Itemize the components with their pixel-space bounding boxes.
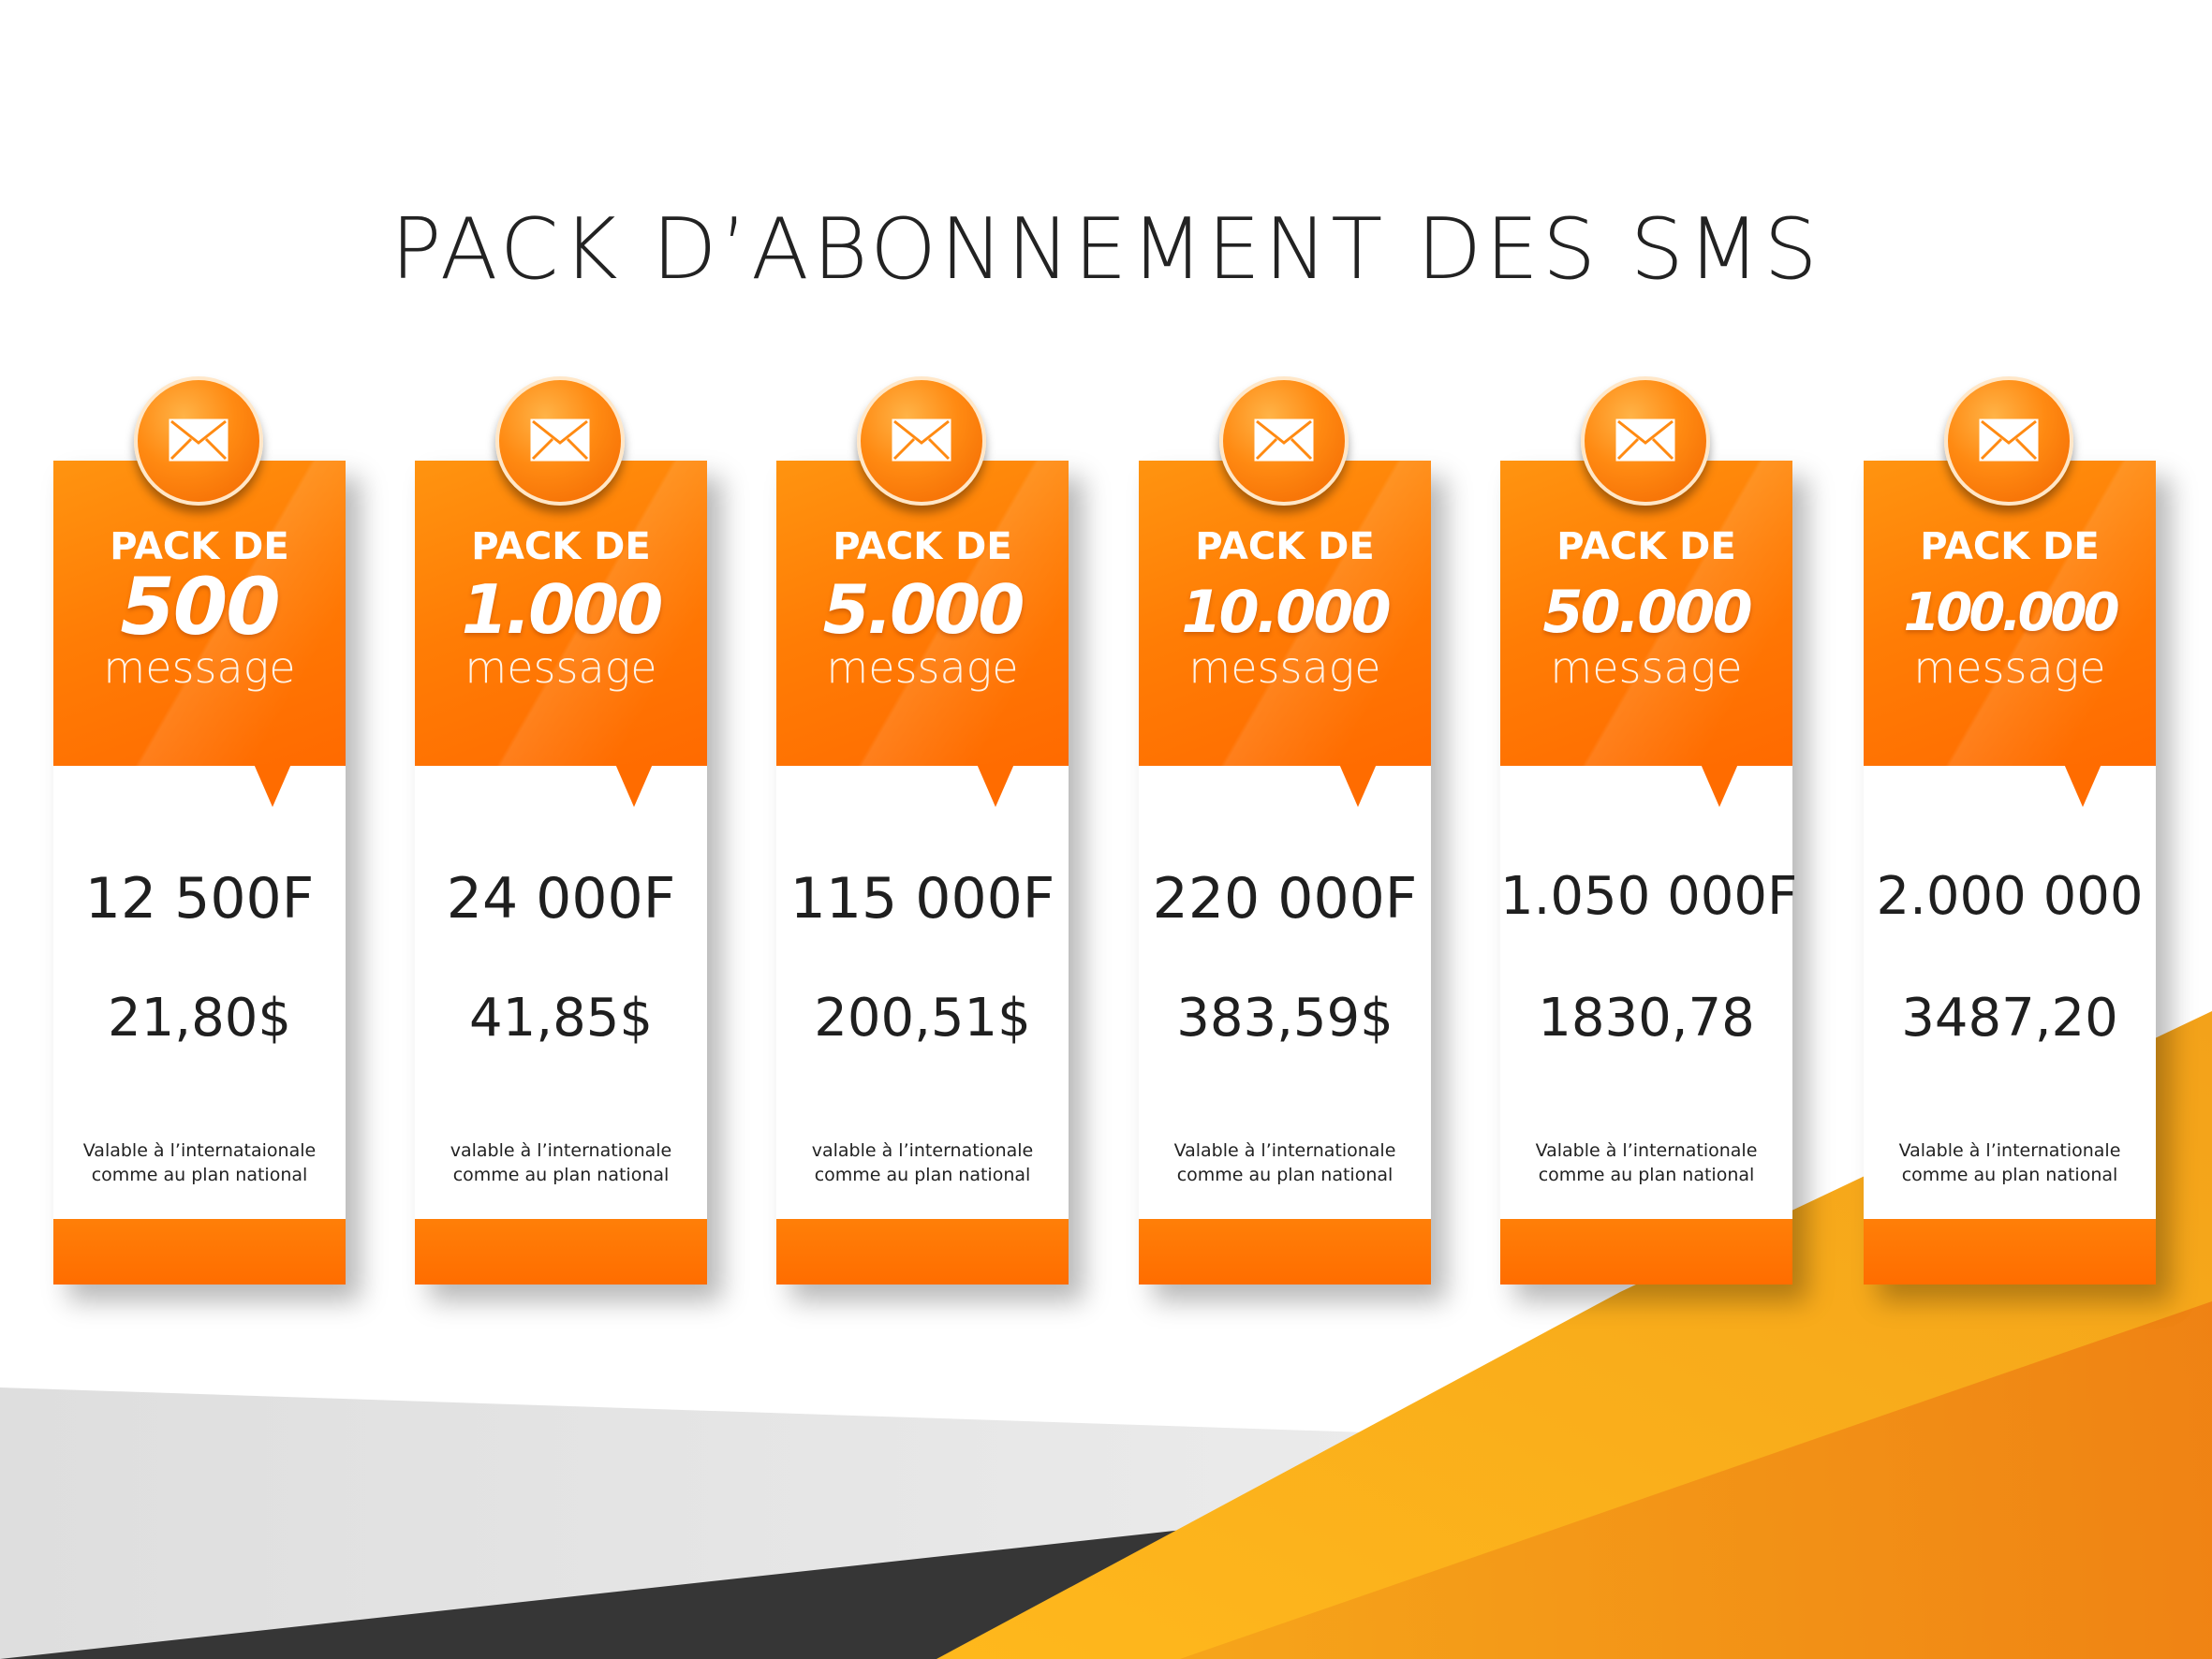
pack-card-footer (1139, 1219, 1431, 1285)
pack-label: PACK DE (110, 525, 289, 568)
header-pointer (254, 764, 291, 807)
pack-quantity: 500 (120, 561, 280, 653)
pack-card-header: PACK DE 5.000 message (776, 376, 1069, 766)
pack-quantity: 5.000 (822, 570, 1025, 649)
pack-label: PACK DE (471, 525, 651, 568)
pack-card-footer (776, 1219, 1069, 1285)
header-pointer (615, 764, 653, 807)
header-pointer (2064, 764, 2101, 807)
pack-card-header: PACK DE 50.000 message (1500, 376, 1792, 766)
pack-label: PACK DE (1920, 525, 2100, 568)
pack-card-header: PACK DE 100.000 message (1864, 376, 2156, 766)
validity-note-line2: comme au plan national (1901, 1165, 2118, 1185)
pack-card-5000[interactable]: PACK DE 5.000 message 115 000F 200,51$ v… (776, 376, 1069, 1285)
envelope-icon (1254, 418, 1314, 462)
envelope-badge (1581, 376, 1710, 506)
price-usd: 200,51$ (814, 988, 1031, 1049)
validity-note: Valable à l’internationale comme au plan … (1148, 1138, 1422, 1187)
validity-note-line2: comme au plan national (91, 1165, 308, 1185)
validity-note-line2: comme au plan national (814, 1165, 1031, 1185)
envelope-badge (1944, 376, 2073, 506)
header-pointer (1701, 764, 1738, 807)
validity-note-line1: Valable à l’internationale (1898, 1140, 2121, 1161)
price-usd: 383,59$ (1176, 988, 1394, 1049)
orange-band (1180, 1301, 2212, 1659)
price-fcfa: 115 000F (789, 866, 1055, 932)
price-usd: 3487,20 (1901, 988, 2118, 1049)
page-title: PACK D’ABONNEMENT DES SMS (391, 200, 1821, 299)
pack-card-500[interactable]: PACK DE 500 message 12 500F 21,80$ Valab… (53, 376, 346, 1285)
pack-label: PACK DE (1195, 525, 1375, 568)
header-pointer (977, 764, 1014, 807)
pack-unit: message (1913, 642, 2106, 693)
price-fcfa: 2.000 000 (1876, 866, 2144, 927)
envelope-badge (495, 376, 625, 506)
envelope-icon (1615, 418, 1675, 462)
pack-unit: message (103, 642, 296, 693)
envelope-badge (1219, 376, 1349, 506)
pack-quantity: 100.000 (1903, 582, 2119, 643)
validity-note: valable à l’internationale comme au plan … (424, 1138, 698, 1187)
price-fcfa: 220 000F (1152, 866, 1418, 932)
validity-note-line2: comme au plan national (1176, 1165, 1394, 1185)
pack-card-header: PACK DE 10.000 message (1139, 376, 1431, 766)
pack-label: PACK DE (1556, 525, 1736, 568)
validity-note-line1: Valable à l’internationale (1535, 1140, 1758, 1161)
pack-card-1000[interactable]: PACK DE 1.000 message 24 000F 41,85$ val… (415, 376, 707, 1285)
price-fcfa: 24 000F (446, 866, 676, 932)
validity-note: Valable à l’internataionale comme au plan… (63, 1138, 336, 1187)
pack-quantity: 10.000 (1181, 578, 1391, 646)
pack-card-footer (1500, 1219, 1792, 1285)
pack-card-50000[interactable]: PACK DE 50.000 message 1.050 000F 1830,7… (1500, 376, 1798, 1285)
envelope-icon (892, 418, 951, 462)
price-usd: 41,85$ (469, 988, 653, 1049)
price-usd: 21,80$ (108, 988, 291, 1049)
envelope-badge (134, 376, 263, 506)
price-fcfa: 12 500F (84, 866, 315, 932)
validity-note-line1: Valable à l’internataionale (82, 1140, 317, 1161)
pack-card-10000[interactable]: PACK DE 10.000 message 220 000F 383,59$ … (1139, 376, 1431, 1285)
envelope-icon (530, 418, 590, 462)
pack-card-footer (53, 1219, 346, 1285)
pack-card-footer (415, 1219, 707, 1285)
pack-card-100000[interactable]: PACK DE 100.000 message 2.000 000 3487,2… (1864, 376, 2156, 1285)
validity-note: Valable à l’internationale comme au plan … (1510, 1138, 1783, 1187)
pack-card-header: PACK DE 1.000 message (415, 376, 707, 766)
envelope-badge (857, 376, 986, 506)
validity-note: Valable à l’internationale comme au plan … (1873, 1138, 2146, 1187)
validity-note-line1: Valable à l’internationale (1173, 1140, 1396, 1161)
pack-card-footer (1864, 1219, 2156, 1285)
envelope-icon (169, 418, 229, 462)
pack-card-header: PACK DE 500 message (53, 376, 346, 766)
validity-note-line1: valable à l’internationale (811, 1140, 1034, 1161)
pack-quantity: 1.000 (461, 570, 664, 649)
price-fcfa: 1.050 000F (1500, 866, 1798, 927)
pack-label: PACK DE (833, 525, 1012, 568)
validity-note-line2: comme au plan national (1538, 1165, 1755, 1185)
pack-unit: message (826, 642, 1019, 693)
pack-unit: message (465, 642, 657, 693)
validity-note: valable à l’internationale comme au plan … (786, 1138, 1059, 1187)
pack-quantity: 50.000 (1542, 578, 1752, 646)
validity-note-line2: comme au plan national (452, 1165, 670, 1185)
pack-unit: message (1188, 642, 1381, 693)
price-usd: 1830,78 (1538, 988, 1755, 1049)
pack-unit: message (1550, 642, 1743, 693)
header-pointer (1339, 764, 1377, 807)
validity-note-line1: valable à l’internationale (450, 1140, 672, 1161)
envelope-icon (1979, 418, 2039, 462)
